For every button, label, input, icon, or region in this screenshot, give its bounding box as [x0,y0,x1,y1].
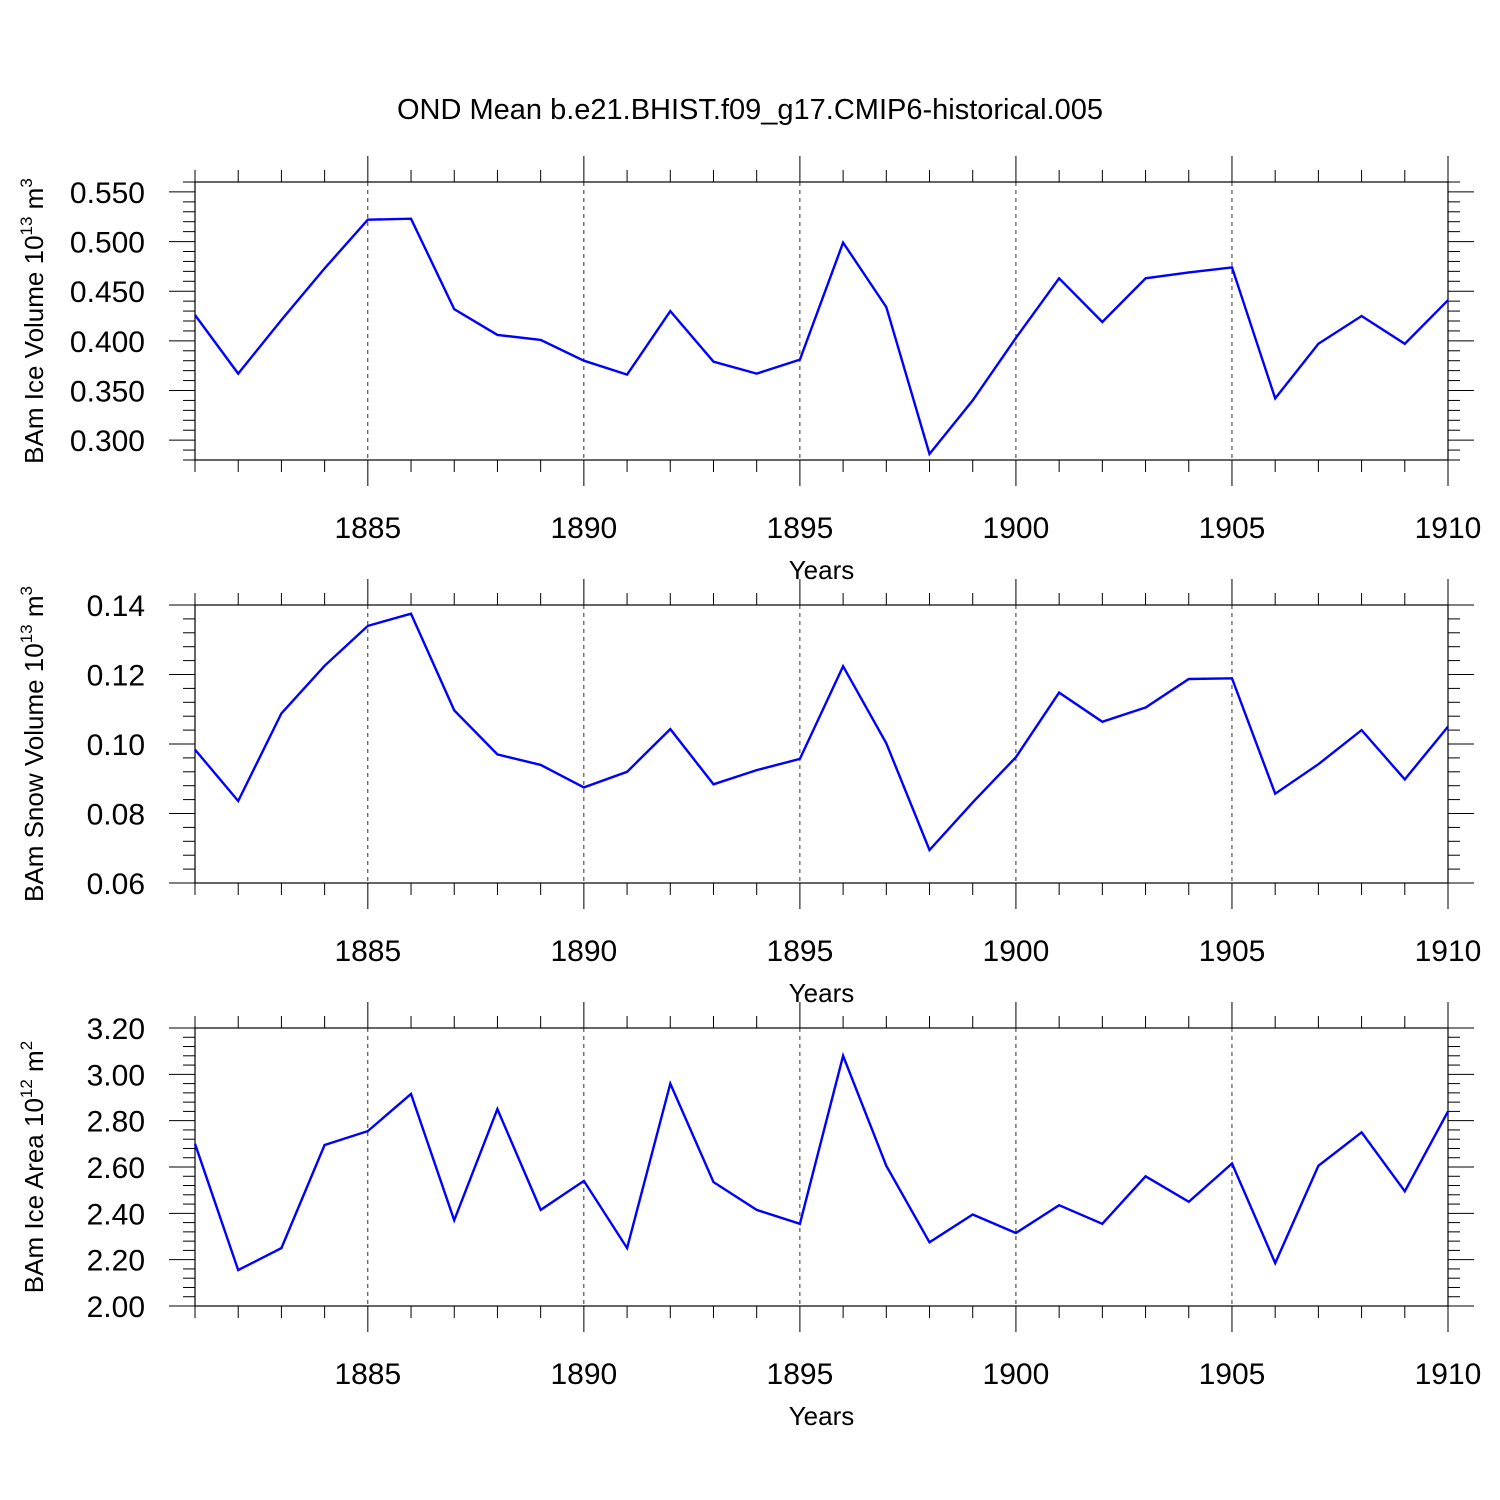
y-tick-label: 2.40 [87,1198,145,1231]
panel-ice-area: 2.00 2.20 2.40 2.60 2.80 3.00 3.20 1885 1890 1895… [17,1002,1481,1431]
series-line-ice-volume [194,217,1449,457]
x-tick-label: 1895 [767,512,834,545]
y-axis-label-unit: m [19,595,49,624]
y-tick-label: 0.550 [70,177,145,210]
x-tick-label: 1890 [550,1358,617,1391]
y-axis-label-exponent: 13 [17,624,36,643]
y-tick-label: 0.10 [87,729,145,762]
y-tick-label: 0.500 [70,227,145,260]
series-line-ice-area [193,1051,1450,1272]
y-tick-label: 2.20 [87,1245,145,1278]
x-tick-label: 1890 [550,512,617,545]
x-tick-label: 1900 [983,1358,1050,1391]
x-tick-label: 1885 [334,512,401,545]
y-tick-label: 0.400 [70,326,145,359]
panel-ice-volume: 0.300 0.350 0.400 0.450 0.500 0.550 1885 1890 18… [17,156,1481,585]
x-tick-label: 1885 [334,935,401,968]
x-tick-label: 1905 [1199,1358,1266,1391]
x-tick-label: 1900 [983,935,1050,968]
y-tick-label: 2.00 [87,1291,145,1324]
y-tick-label: 0.06 [87,868,145,901]
x-axis-label: Years [789,1401,855,1431]
y-tick-label: 3.20 [87,1013,145,1046]
y-axis-label-exponent: 13 [17,217,36,236]
y-axis-label-unit-exponent: 3 [17,586,36,595]
y-axis-label-text: BAm Ice Volume 10 [19,235,49,463]
y-tick-label: 3.00 [87,1059,145,1092]
y-axis-label-unit-exponent: 2 [17,1041,36,1050]
x-tick-label: 1910 [1415,935,1482,968]
y-axis-label: BAm Snow Volume 1013 m3 [17,586,49,902]
y-axis-label-unit: m [19,188,49,217]
x-tick-label: 1885 [334,1358,401,1391]
y-tick-label: 0.450 [70,276,145,309]
y-tick-label: 0.08 [87,799,145,832]
x-axis-label: Years [789,978,855,1008]
y-tick-label: 0.14 [87,590,145,623]
y-tick-label: 2.60 [87,1152,145,1185]
y-axis-label-unit: m [19,1050,49,1079]
x-axis-label: Years [789,555,855,585]
x-tick-label: 1905 [1199,512,1266,545]
y-tick-label: 0.300 [70,425,145,458]
y-axis-label-text: BAm Snow Volume 10 [19,643,49,902]
y-tick-label: 0.12 [87,660,145,693]
y-tick-label: 2.80 [87,1106,145,1139]
x-tick-label: 1900 [983,512,1050,545]
y-tick-label: 0.350 [70,376,145,409]
x-tick-label: 1910 [1415,1358,1482,1391]
x-tick-label: 1890 [550,935,617,968]
y-axis-label-text: BAm Ice Area 10 [19,1098,49,1293]
y-axis-label-unit-exponent: 3 [17,178,36,187]
x-tick-label: 1895 [767,1358,834,1391]
panel-snow-volume: 0.06 0.08 0.10 0.12 0.14 1885 1890 1895 1900 1905… [17,579,1481,1008]
x-tick-label: 1910 [1415,512,1482,545]
series-line-snow-volume [194,612,1449,853]
x-tick-label: 1905 [1199,935,1266,968]
y-axis-label: BAm Ice Area 1012 m2 [17,1041,49,1293]
y-axis-label-exponent: 12 [17,1079,36,1098]
x-tick-label: 1895 [767,935,834,968]
figure-title: OND Mean b.e21.BHIST.f09_g17.CMIP6-histo… [397,94,1103,126]
y-axis-label: BAm Ice Volume 1013 m3 [17,178,49,464]
